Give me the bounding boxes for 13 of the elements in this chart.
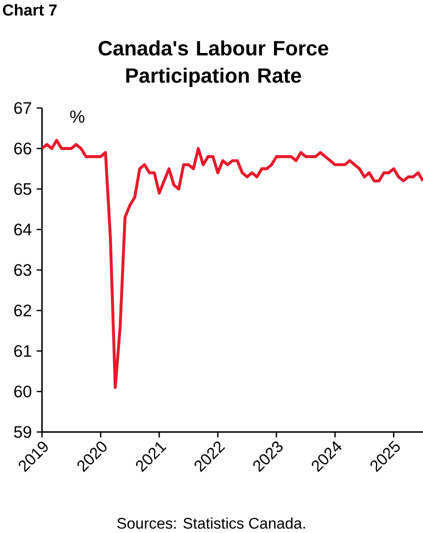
y-tick-label: 65 [14, 183, 32, 195]
y-tick-label: 63 [14, 264, 32, 276]
y-tick-label: 66 [14, 142, 32, 154]
source-note: Sources: Statistics Canada. [117, 517, 305, 529]
y-tick-label: 59 [14, 426, 32, 438]
y-tick-label: 67 [14, 102, 32, 114]
chart-title: Canada's Labour Force Participation Rate [98, 40, 328, 87]
y-tick-label: 64 [14, 224, 32, 236]
y-tick-label: 61 [14, 345, 32, 357]
y-tick-label: 60 [14, 386, 32, 398]
y-tick-label: 62 [14, 304, 32, 316]
y-axis-title: % [70, 110, 84, 123]
caption: Chart 7 [2, 4, 57, 16]
